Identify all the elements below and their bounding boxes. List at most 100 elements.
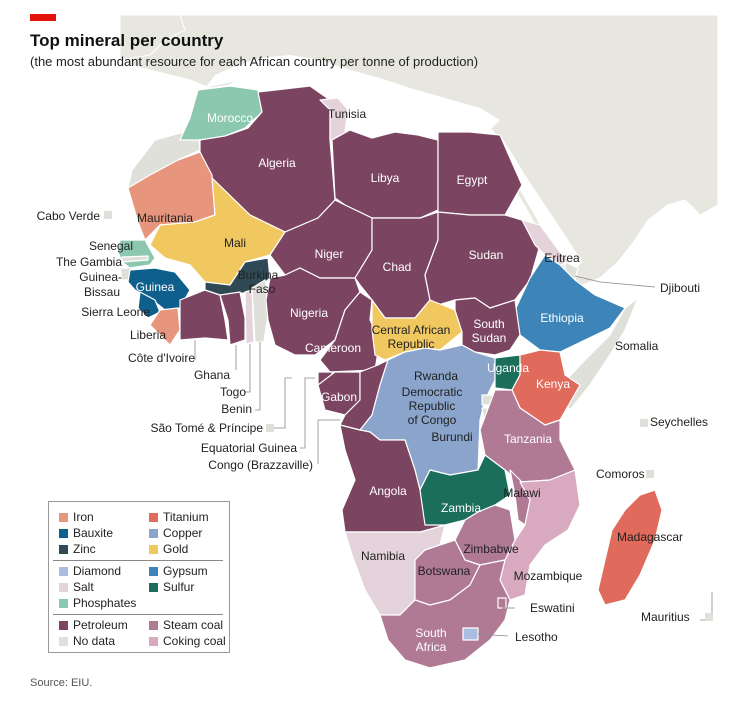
- label-botswana: Botswana: [418, 564, 471, 578]
- label-sao-tome: São Tomé & Príncipe: [150, 421, 263, 435]
- country-sierra-leone: [137, 291, 161, 319]
- legend-item-gypsum: Gypsum: [149, 564, 208, 578]
- legend-label-steam-coal: Steam coal: [163, 618, 224, 632]
- source-note: Source: EIU.: [30, 677, 93, 689]
- legend-label-titanium: Titanium: [163, 510, 209, 524]
- label-togo: Togo: [220, 385, 246, 399]
- label-morocco: Morocco: [207, 111, 253, 125]
- label-ethiopia: Ethiopia: [540, 311, 584, 325]
- label-nigeria: Nigeria: [290, 306, 328, 320]
- country-south-africa: [379, 559, 511, 669]
- label-kenya: Kenya: [536, 377, 570, 391]
- leader-lines: [194, 275, 713, 637]
- legend-swatch-salt: [59, 583, 68, 592]
- label-benin: Benin: [221, 402, 252, 416]
- label-guinea: Guinea: [136, 280, 175, 294]
- legend-swatch-titanium: [149, 513, 158, 522]
- legend-item-zinc: Zinc: [59, 542, 96, 556]
- label-burkina-1: Burkina: [238, 268, 279, 282]
- label-sierra-leone: Sierra Leone: [81, 305, 150, 319]
- label-drc-3: of Congo: [408, 413, 457, 427]
- legend-label-sulfur: Sulfur: [163, 580, 195, 594]
- label-namibia: Namibia: [361, 549, 405, 563]
- legend-label-bauxite: Bauxite: [73, 526, 114, 540]
- legend-label-coking-coal: Coking coal: [163, 634, 226, 648]
- mediterranean-sea: [205, 55, 500, 130]
- label-guinea-bissau-1: Guinea-: [79, 270, 122, 284]
- label-gabon: Gabon: [321, 390, 357, 404]
- label-cote-d-ivoire: Côte d'Ivoire: [128, 351, 195, 365]
- legend-item-diamond: Diamond: [59, 564, 121, 578]
- label-cameroon: Cameroon: [305, 341, 361, 355]
- legend-label-gypsum: Gypsum: [163, 564, 208, 578]
- label-madagascar: Madagascar: [617, 530, 683, 544]
- legend-swatch-gold: [149, 545, 158, 554]
- country-labels: Morocco Algeria Tunisia Libya Egypt Mauritani…: [37, 107, 708, 654]
- legend-divider-1: [53, 560, 223, 561]
- legend-item-phosphates: Phosphates: [59, 596, 136, 610]
- label-comoros: Comoros: [596, 467, 645, 481]
- map-subtitle: (the most abundant resource for each Afr…: [30, 54, 479, 69]
- marker-sao-tome-principe: [266, 424, 274, 432]
- land-europe-top: [119, 14, 186, 61]
- label-chad: Chad: [383, 260, 412, 274]
- country-benin: [251, 279, 271, 343]
- label-mali: Mali: [224, 236, 246, 250]
- label-south-sudan-2: Sudan: [472, 331, 507, 345]
- label-algeria: Algeria: [258, 156, 296, 170]
- label-djibouti: Djibouti: [660, 281, 700, 295]
- country-madagascar: [597, 489, 663, 606]
- leader-djibouti: [574, 275, 656, 288]
- legend-swatch-sulfur: [149, 583, 158, 592]
- label-south-africa-2: Africa: [416, 640, 447, 654]
- legend-swatch-steam-coal: [149, 621, 158, 630]
- legend-label-petroleum: Petroleum: [73, 618, 128, 632]
- label-liberia: Liberia: [130, 328, 166, 342]
- legend-item-gold: Gold: [149, 542, 188, 556]
- label-angola: Angola: [369, 484, 407, 498]
- legend-item-steam-coal: Steam coal: [149, 618, 223, 632]
- legend-divider-2: [53, 614, 223, 615]
- leader-congo: [317, 419, 340, 464]
- legend-swatch-diamond: [59, 567, 68, 576]
- leader-togo: [245, 344, 251, 393]
- label-mauritania: Mauritania: [137, 211, 193, 225]
- legend-label-diamond: Diamond: [73, 564, 122, 578]
- label-car-1: Central African: [372, 323, 451, 337]
- legend: Iron Titanium Bauxite Copper Zinc Gold Diamond…: [48, 501, 230, 653]
- label-seychelles: Seychelles: [650, 415, 708, 429]
- label-drc-1: Democratic: [402, 385, 463, 399]
- country-lesotho: [462, 627, 479, 641]
- legend-item-copper: Copper: [149, 526, 202, 540]
- marker-seychelles: [640, 419, 648, 427]
- label-cabo-verde: Cabo Verde: [37, 209, 101, 223]
- label-burundi: Burundi: [431, 430, 472, 444]
- country-somalia: [559, 297, 639, 411]
- label-malawi: Malawi: [503, 486, 540, 500]
- legend-label-salt: Salt: [73, 580, 94, 594]
- legend-swatch-bauxite: [59, 529, 68, 538]
- label-egypt: Egypt: [457, 173, 488, 187]
- label-south-africa-1: South: [415, 626, 446, 640]
- marker-comoros: [646, 470, 654, 478]
- legend-swatch-coking-coal: [149, 637, 158, 646]
- label-zimbabwe: Zimbabwe: [463, 542, 519, 556]
- label-rwanda: Rwanda: [414, 369, 458, 383]
- legend-label-phosphates: Phosphates: [73, 596, 137, 610]
- label-ghana: Ghana: [194, 368, 230, 382]
- label-eswatini: Eswatini: [530, 601, 575, 615]
- legend-item-salt: Salt: [59, 580, 94, 594]
- label-car-2: Republic: [388, 337, 435, 351]
- label-the-gambia: The Gambia: [56, 255, 122, 269]
- country-ghana: [219, 291, 246, 346]
- country-mozambique: [499, 469, 581, 601]
- label-guinea-bissau-2: Bissau: [84, 285, 120, 299]
- label-uganda: Uganda: [487, 361, 529, 375]
- label-mauritius: Mauritius: [641, 610, 690, 624]
- red-sea: [495, 135, 582, 270]
- map-title: Top mineral per country: [30, 31, 224, 50]
- legend-swatch-petroleum: [59, 621, 68, 630]
- legend-swatch-gypsum: [149, 567, 158, 576]
- label-mozambique: Mozambique: [514, 569, 583, 583]
